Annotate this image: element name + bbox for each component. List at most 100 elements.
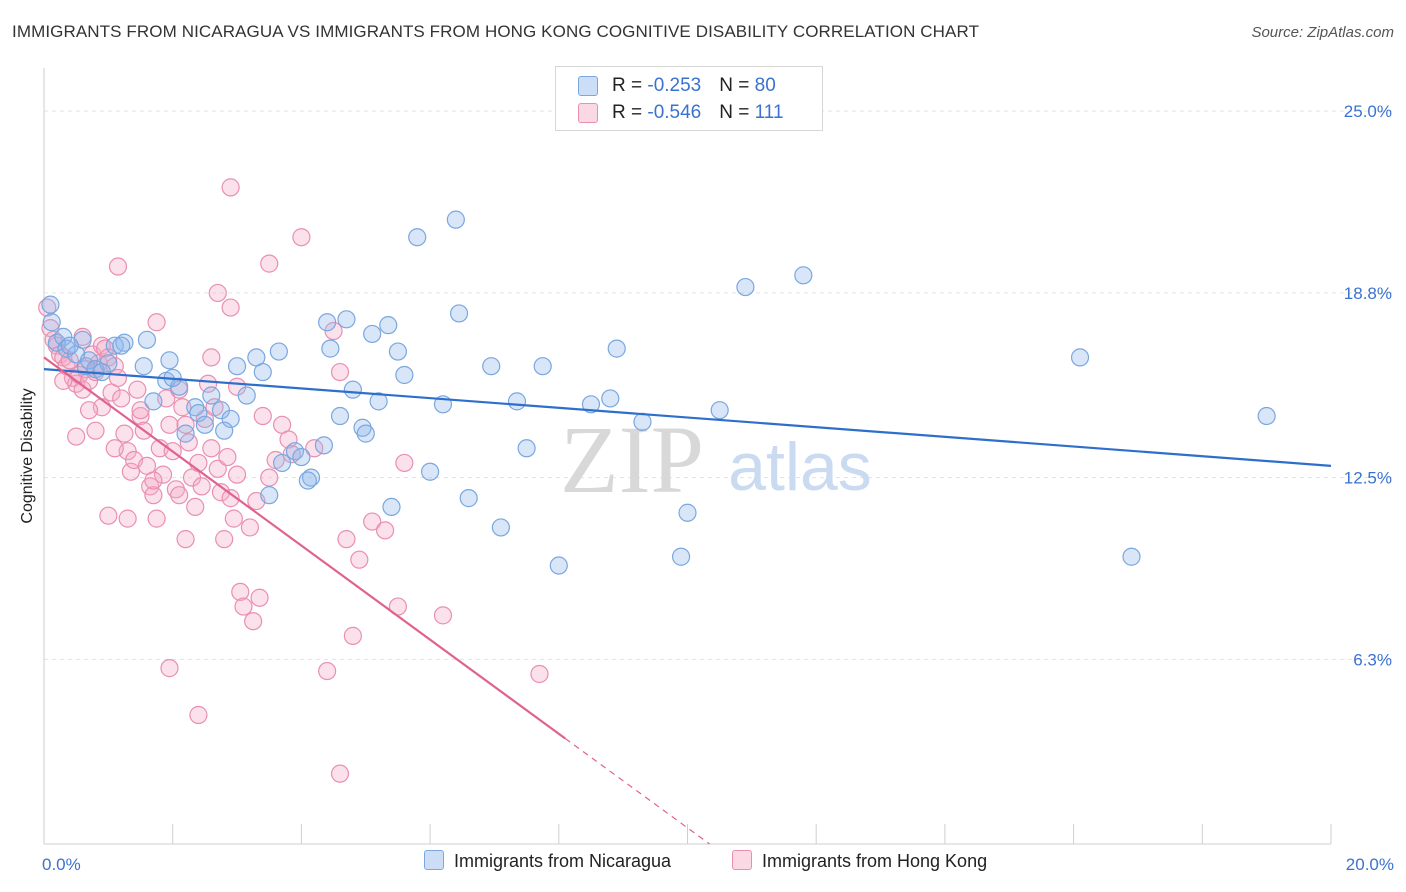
watermark: ZIP atlas — [560, 406, 872, 513]
data-point-hong-kong — [218, 447, 237, 467]
data-point-hong-kong — [144, 471, 163, 490]
data-point-nicaragua — [112, 336, 131, 355]
y-tick-labels: 6.3% 12.5% 18.8% 25.0% — [1344, 102, 1392, 669]
data-point-hong-kong — [244, 612, 263, 631]
data-point-hong-kong — [108, 368, 128, 388]
data-point-hong-kong — [189, 453, 208, 473]
data-point-hong-kong — [231, 582, 250, 602]
data-point-nicaragua — [601, 389, 620, 408]
data-point-nicaragua — [318, 313, 337, 332]
watermark-zip: ZIP — [560, 406, 704, 513]
data-point-nicaragua — [269, 342, 288, 361]
r-value: -0.546 — [647, 102, 702, 123]
data-point-hong-kong — [99, 506, 118, 525]
data-point-nicaragua — [507, 392, 527, 411]
series-hong-kong-points — [38, 178, 549, 783]
data-point-hong-kong — [121, 462, 140, 481]
data-point-hong-kong — [67, 427, 86, 446]
n-value: 111 — [754, 102, 784, 123]
y-tick-label: 18.8% — [1344, 284, 1392, 303]
data-point-nicaragua — [221, 409, 240, 429]
data-point-hong-kong — [224, 509, 243, 528]
data-point-hong-kong — [176, 530, 195, 549]
data-point-nicaragua — [144, 392, 163, 411]
series-nicaragua-points — [41, 210, 1276, 575]
data-point-nicaragua — [1257, 406, 1276, 426]
data-point-hong-kong — [166, 480, 186, 499]
data-point-nicaragua — [607, 339, 626, 358]
data-point-nicaragua — [202, 386, 221, 405]
data-point-hong-kong — [350, 550, 369, 569]
data-point-nicaragua — [298, 471, 317, 490]
data-point-nicaragua — [253, 362, 272, 382]
legend-label: Immigrants from Nicaragua — [454, 851, 672, 871]
data-point-hong-kong — [221, 489, 240, 508]
data-point-hong-kong — [38, 298, 57, 317]
data-point-hong-kong — [202, 348, 221, 367]
data-point-nicaragua — [710, 401, 729, 420]
data-point-hong-kong — [131, 401, 150, 420]
data-point-nicaragua — [186, 398, 205, 417]
data-point-nicaragua — [353, 418, 372, 437]
legend-label: Immigrants from Hong Kong — [762, 851, 988, 871]
data-point-hong-kong — [343, 626, 362, 645]
data-point-nicaragua — [1070, 348, 1090, 367]
data-point-hong-kong — [170, 486, 189, 505]
n-label: N = — [719, 102, 755, 123]
data-point-hong-kong — [318, 661, 337, 681]
data-point-hong-kong — [234, 597, 253, 616]
data-point-hong-kong — [250, 588, 269, 607]
data-point-nicaragua — [330, 406, 350, 426]
data-point-hong-kong — [215, 530, 234, 549]
data-point-nicaragua — [337, 310, 356, 329]
data-point-nicaragua — [301, 468, 321, 487]
data-point-hong-kong — [160, 415, 179, 434]
trend-line-nicaragua — [43, 368, 1332, 467]
legend-item-nicaragua: Immigrants from Nicaragua — [424, 850, 672, 872]
data-point-hong-kong — [153, 465, 173, 484]
data-point-nicaragua — [41, 295, 60, 314]
data-point-nicaragua — [195, 415, 214, 434]
data-point-nicaragua — [227, 357, 247, 376]
data-point-nicaragua — [459, 489, 478, 508]
data-point-nicaragua — [491, 518, 510, 537]
trend-line-hong-kong — [43, 356, 566, 740]
legend-swatch-blue — [424, 850, 444, 871]
y-tick-label: 6.3% — [1353, 650, 1392, 669]
data-point-hong-kong — [530, 664, 549, 684]
data-point-nicaragua — [671, 547, 691, 566]
data-point-hong-kong — [147, 509, 166, 528]
r-label: R = — [612, 102, 648, 123]
data-point-hong-kong — [208, 283, 227, 303]
data-point-nicaragua — [581, 395, 601, 414]
data-point-nicaragua — [549, 556, 568, 575]
x-tick-label: 0.0% — [42, 855, 81, 874]
data-point-hong-kong — [375, 521, 395, 540]
data-point-nicaragua — [382, 497, 401, 517]
data-point-nicaragua — [533, 357, 552, 376]
data-point-nicaragua — [421, 462, 440, 481]
data-point-hong-kong — [227, 465, 247, 484]
series-legend: Immigrants from Nicaragua Immigrants fro… — [0, 850, 1406, 879]
data-point-nicaragua — [137, 330, 157, 349]
watermark-atlas: atlas — [728, 429, 872, 505]
legend-row-nicaragua: R = -0.253 N = 80 — [578, 75, 776, 99]
trend-line-hong-kong-extension — [564, 738, 710, 845]
legend-swatch-pink — [732, 850, 752, 871]
data-point-nicaragua — [215, 421, 234, 440]
chart-title: IMMIGRANTS FROM NICARAGUA VS IMMIGRANTS … — [12, 22, 980, 41]
data-point-nicaragua — [314, 436, 334, 455]
data-point-hong-kong — [79, 401, 99, 420]
data-point-hong-kong — [221, 178, 240, 197]
data-point-nicaragua — [408, 228, 427, 247]
data-point-hong-kong — [433, 606, 453, 625]
data-point-nicaragua — [189, 403, 208, 423]
data-point-hong-kong — [144, 486, 163, 505]
data-point-nicaragua — [678, 503, 697, 522]
data-point-nicaragua — [794, 266, 813, 285]
data-point-nicaragua — [343, 380, 362, 399]
data-point-hong-kong — [253, 406, 272, 426]
data-point-nicaragua — [272, 453, 292, 473]
data-point-hong-kong — [186, 497, 205, 517]
